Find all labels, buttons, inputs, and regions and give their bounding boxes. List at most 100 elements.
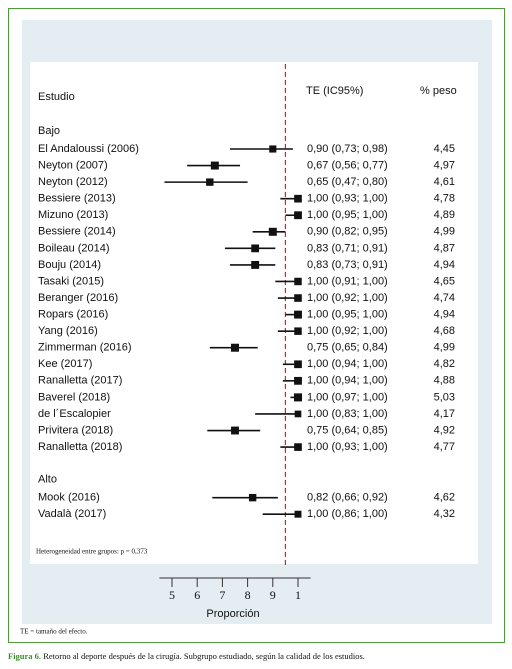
header-estimate: TE (IC95%) <box>306 85 363 97</box>
weight-label: 4,32 <box>434 508 455 520</box>
weight-label: 4,61 <box>434 176 455 188</box>
weight-label: 4,78 <box>434 193 455 205</box>
estimate-box <box>294 443 302 451</box>
weight-label: 4,89 <box>434 209 455 221</box>
estimate-label: 1,00 (0,95; 1,00) <box>307 209 388 221</box>
estimate-box <box>294 211 302 220</box>
group-label: Alto <box>38 474 57 486</box>
estimate-box <box>251 260 260 269</box>
study-name: Mook (2016) <box>38 492 100 504</box>
estimate-label: 0,65 (0,47; 0,80) <box>307 176 388 188</box>
caption-text: Retorno al deporte después de la cirugía… <box>43 651 365 661</box>
estimate-label: 0,90 (0,73; 0,98) <box>307 143 388 155</box>
weight-label: 4,65 <box>434 275 455 287</box>
weight-label: 4,92 <box>434 424 455 436</box>
weight-label: 4,97 <box>434 159 455 171</box>
estimate-box <box>294 410 302 418</box>
x-tick-label: 9 <box>270 588 276 602</box>
footnote: TE = tamaño del efecto. <box>20 628 88 636</box>
estimate-label: 1,00 (0,94; 1,00) <box>307 358 388 370</box>
estimate-box <box>294 310 302 319</box>
weight-label: 4,94 <box>434 309 455 321</box>
weight-label: 4,99 <box>434 226 455 238</box>
estimate-box <box>269 145 277 153</box>
study-name: Baverel (2018) <box>38 391 110 403</box>
study-name: de l´Escalopier <box>38 408 111 420</box>
x-tick-label: 6 <box>194 588 200 602</box>
estimate-label: 0,83 (0,73; 0,91) <box>307 259 388 271</box>
estimate-box <box>268 227 277 236</box>
study-name: Mizuno (2013) <box>38 209 108 221</box>
study-name: Ranalletta (2018) <box>38 441 122 453</box>
heterogeneity: Heterogeneidad entre grupos: p = 0,373 <box>36 548 148 556</box>
estimate-label: 1,00 (0,94; 1,00) <box>307 375 388 387</box>
estimate-label: 1,00 (0,92; 1,00) <box>307 292 388 304</box>
study-name: Privitera (2018) <box>38 424 113 436</box>
estimate-label: 1,00 (0,95; 1,00) <box>307 309 388 321</box>
weight-label: 4,87 <box>434 242 455 254</box>
study-name: Boileau (2014) <box>38 242 110 254</box>
estimate-label: 0,83 (0,71; 0,91) <box>307 242 388 254</box>
weight-label: 4,68 <box>434 325 455 337</box>
weight-label: 4,77 <box>434 441 455 453</box>
weight-label: 5,03 <box>434 391 455 403</box>
caption: Figura 6. Retorno al deporte después de … <box>8 651 365 661</box>
estimate-box <box>231 426 239 435</box>
estimate-box <box>294 194 302 203</box>
estimate-label: 0,75 (0,65; 0,84) <box>307 342 388 354</box>
study-name: Neyton (2012) <box>38 176 108 188</box>
study-name: Vadalà (2017) <box>38 508 106 520</box>
weight-label: 4,45 <box>434 143 455 155</box>
estimate-box <box>294 510 302 518</box>
study-name: Bouju (2014) <box>38 259 101 271</box>
weight-label: 4,62 <box>434 492 455 504</box>
plot-panel <box>30 62 478 564</box>
estimate-label: 1,00 (0,97; 1,00) <box>307 391 388 403</box>
weight-label: 4,94 <box>434 259 455 271</box>
weight-label: 4,17 <box>434 408 455 420</box>
study-name: Neyton (2007) <box>38 159 108 171</box>
study-name: Ropars (2016) <box>38 309 108 321</box>
estimate-box <box>294 360 302 369</box>
study-name: Kee (2017) <box>38 358 92 370</box>
estimate-box <box>294 277 302 286</box>
estimate-label: 1,00 (0,93; 1,00) <box>307 193 388 205</box>
weight-label: 4,82 <box>434 358 455 370</box>
estimate-box <box>294 376 302 385</box>
estimate-label: 0,82 (0,66; 0,92) <box>307 492 388 504</box>
x-tick-label: 1 <box>295 588 301 602</box>
estimate-box <box>206 178 214 186</box>
study-name: El Andaloussi (2006) <box>38 143 139 155</box>
weight-label: 4,99 <box>434 342 455 354</box>
x-tick-label: 5 <box>169 588 175 602</box>
study-name: Bessiere (2013) <box>38 193 116 205</box>
study-name: Zimmerman (2016) <box>38 342 132 354</box>
x-axis-label: Proporción <box>206 608 259 620</box>
study-name: Yang (2016) <box>38 325 98 337</box>
caption-label: Figura 6. <box>8 651 41 661</box>
study-name: Ranalletta (2017) <box>38 375 122 387</box>
x-tick-label: 7 <box>219 588 225 602</box>
x-tick-label: 8 <box>245 588 251 602</box>
estimate-box <box>210 161 219 170</box>
header-weight: % peso <box>420 85 457 97</box>
study-name: Beranger (2016) <box>38 292 118 304</box>
estimate-label: 0,67 (0,56; 0,77) <box>307 159 388 171</box>
estimate-box <box>248 493 257 502</box>
estimate-label: 1,00 (0,92; 1,00) <box>307 325 388 337</box>
estimate-box <box>231 343 239 352</box>
header-study: Estudio <box>38 91 75 103</box>
weight-label: 4,74 <box>434 292 455 304</box>
estimate-label: 1,00 (0,86; 1,00) <box>307 508 388 520</box>
estimate-box <box>294 294 302 302</box>
study-name: Tasaki (2015) <box>38 275 104 287</box>
estimate-box <box>251 244 260 253</box>
group-label: Bajo <box>38 125 60 137</box>
estimate-label: 1,00 (0,83; 1,00) <box>307 408 388 420</box>
estimate-label: 1,00 (0,93; 1,00) <box>307 441 388 453</box>
estimate-label: 0,90 (0,82; 0,95) <box>307 226 388 238</box>
weight-label: 4,88 <box>434 375 455 387</box>
estimate-label: 0,75 (0,64; 0,85) <box>307 424 388 436</box>
estimate-label: 1,00 (0,91; 1,00) <box>307 275 388 287</box>
